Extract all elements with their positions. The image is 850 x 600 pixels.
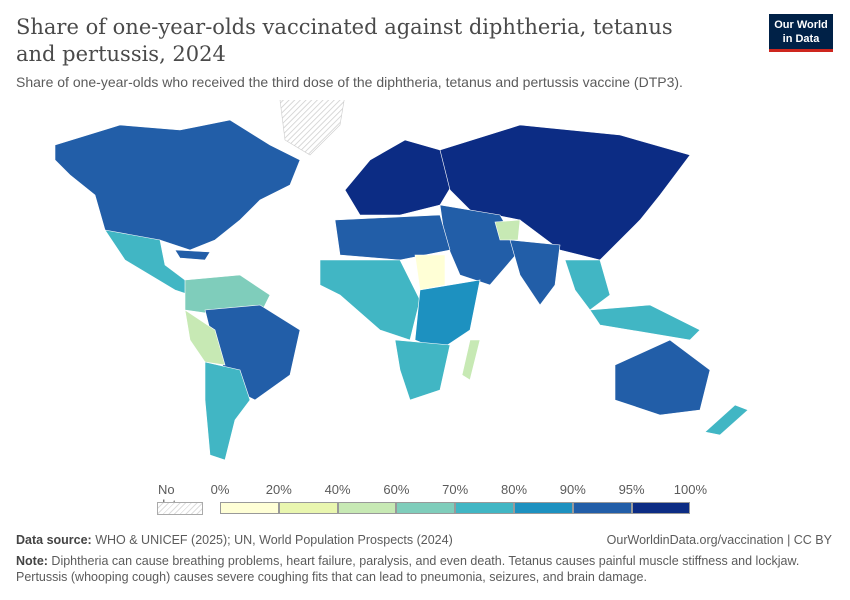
legend-bin[interactable] [631, 502, 691, 514]
west-central-africa[interactable] [319, 259, 421, 341]
southeast-asia[interactable] [564, 259, 611, 311]
australia[interactable] [614, 339, 711, 416]
source-url[interactable]: OurWorldinData.org/vaccination | CC BY [606, 533, 832, 547]
legend-tick: 60% [383, 482, 410, 497]
southern-cone[interactable] [204, 361, 251, 461]
legend-tick: 20% [265, 482, 292, 497]
chart-subtitle: Share of one-year-olds who received the … [16, 74, 683, 90]
afghanistan[interactable] [494, 219, 521, 241]
legend-bin[interactable] [572, 502, 632, 514]
legend-bin[interactable] [514, 502, 573, 514]
south-asia[interactable] [509, 239, 561, 306]
madagascar[interactable] [461, 339, 481, 381]
legend-tick: 0% [210, 482, 230, 497]
legend-bin[interactable] [278, 502, 338, 514]
legend-no-data-swatch[interactable] [157, 502, 203, 515]
east-africa[interactable] [414, 279, 481, 351]
peru-bolivia[interactable] [184, 309, 226, 366]
north-america[interactable] [54, 119, 301, 251]
legend-bin[interactable] [337, 502, 397, 514]
russia-asia[interactable] [439, 124, 691, 261]
legend-tick: 40% [324, 482, 351, 497]
greenland[interactable] [279, 100, 345, 156]
world-map [54, 100, 749, 461]
legend-tick: 95% [618, 482, 645, 497]
data-source: Data source: WHO & UNICEF (2025); UN, Wo… [16, 533, 453, 547]
southern-africa[interactable] [394, 339, 451, 401]
legend-tick: 70% [442, 482, 469, 497]
chart-title: Share of one-year-olds vaccinated agains… [16, 15, 673, 66]
caribbean[interactable] [174, 249, 211, 261]
new-zealand[interactable] [704, 404, 749, 436]
legend-bin[interactable] [455, 502, 514, 514]
legend-tick: 100% [673, 482, 708, 497]
legend-tick: 90% [559, 482, 586, 497]
legend-bin[interactable] [220, 502, 279, 514]
legend-tick: 80% [500, 482, 528, 497]
sudan[interactable] [414, 254, 446, 291]
legend-bin[interactable] [396, 502, 456, 514]
europe[interactable] [344, 139, 456, 216]
indonesia[interactable] [589, 304, 701, 341]
owid-logo[interactable]: Our World in Data [769, 14, 833, 52]
north-africa[interactable] [334, 214, 451, 261]
note: Note: Diphtheria can cause breathing pro… [16, 554, 800, 584]
